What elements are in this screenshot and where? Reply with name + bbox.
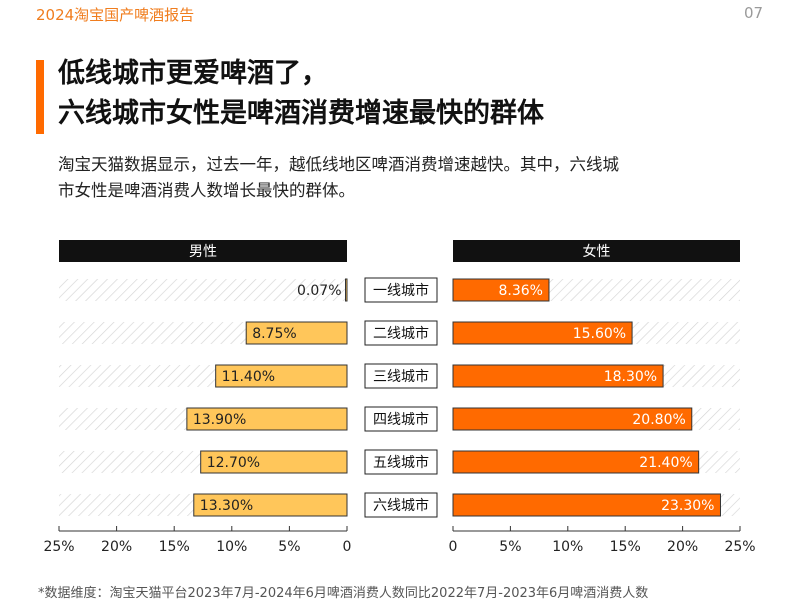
male-value-label: 8.75%: [252, 326, 296, 342]
category-label-box: [364, 320, 438, 346]
page-number: 07: [744, 4, 764, 22]
male-value-label: 0.07%: [297, 283, 341, 299]
footnote: *数据维度：淘宝天猫平台2023年7月-2024年6月啤酒消费人数同比2022年…: [38, 586, 649, 601]
female-bar: [452, 493, 721, 517]
category-label: 五线城市: [373, 454, 429, 471]
male-x-tick-label: 15%: [159, 539, 190, 555]
female-value-label: 15.60%: [573, 326, 626, 342]
female-bar: [452, 407, 693, 431]
category-label: 二线城市: [373, 325, 429, 342]
male-bar: [245, 321, 348, 345]
male-bar: [345, 278, 348, 302]
male-x-tick-label: 0: [343, 539, 352, 555]
male-bar: [215, 364, 348, 388]
subtitle-line-2: 市女性是啤酒消费人数增长最快的群体。: [58, 181, 355, 200]
female-value-label: 18.30%: [604, 369, 657, 385]
male-header-bar: [59, 240, 347, 262]
male-header-label: 男性: [189, 244, 217, 260]
title-line-1: 低线城市更爱啤酒了，: [58, 58, 328, 89]
page-subtitle: 淘宝天猫数据显示，过去一年，越低线地区啤酒消费增速越快。其中，六线城 市女性是啤…: [58, 152, 758, 204]
category-label: 三线城市: [373, 368, 429, 385]
female-bar: [452, 321, 633, 345]
female-x-tick-label: 20%: [667, 539, 698, 555]
category-label: 六线城市: [373, 497, 429, 514]
male-value-label: 13.90%: [193, 412, 246, 428]
male-value-label: 12.70%: [207, 455, 260, 471]
male-track: [59, 279, 347, 301]
female-x-tick-label: 10%: [552, 539, 583, 555]
female-value-label: 21.40%: [639, 455, 692, 471]
page-title: 低线城市更爱啤酒了， 六线城市女性是啤酒消费增速最快的群体: [58, 54, 544, 134]
category-label-box: [364, 406, 438, 432]
subtitle-line-1: 淘宝天猫数据显示，过去一年，越低线地区啤酒消费增速越快。其中，六线城: [58, 155, 619, 174]
category-label-box: [364, 277, 438, 303]
male-x-tick-label: 5%: [278, 539, 300, 555]
female-x-tick-label: 0: [449, 539, 458, 555]
male-bar: [200, 450, 348, 474]
female-value-label: 8.36%: [498, 283, 542, 299]
male-x-tick-label: 25%: [43, 539, 74, 555]
report-label: 2024淘宝国产啤酒报告: [36, 6, 195, 24]
female-bar: [452, 450, 700, 474]
female-x-tick-label: 15%: [610, 539, 641, 555]
male-bar: [186, 407, 348, 431]
female-x-tick-label: 5%: [499, 539, 521, 555]
male-x-tick-label: 20%: [101, 539, 132, 555]
female-value-label: 23.30%: [661, 498, 714, 514]
category-label-box: [364, 363, 438, 389]
male-x-tick-label: 10%: [216, 539, 247, 555]
male-bar: [193, 493, 348, 517]
category-label-box: [364, 449, 438, 475]
category-label-box: [364, 492, 438, 518]
female-header-label: 女性: [583, 243, 611, 260]
title-line-2: 六线城市女性是啤酒消费增速最快的群体: [58, 98, 544, 129]
male-value-label: 13.30%: [200, 498, 253, 514]
title-accent-bar: [36, 60, 44, 134]
female-header-bar: [453, 240, 740, 262]
female-bar: [452, 364, 664, 388]
male-value-label: 11.40%: [222, 369, 275, 385]
female-value-label: 20.80%: [632, 412, 685, 428]
category-label: 一线城市: [373, 282, 429, 299]
category-label: 四线城市: [373, 411, 429, 428]
female-bar: [452, 278, 550, 302]
female-x-tick-label: 25%: [724, 539, 755, 555]
